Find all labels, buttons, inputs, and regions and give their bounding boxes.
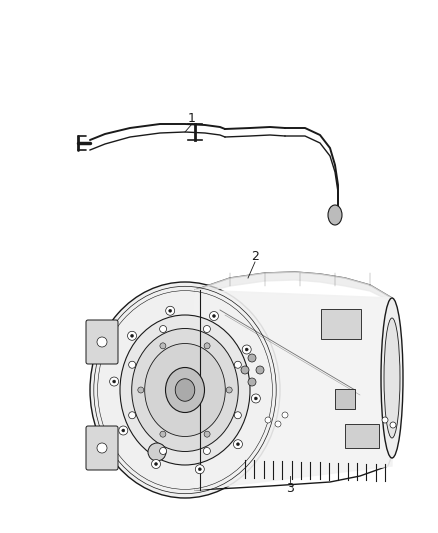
Circle shape xyxy=(204,343,210,349)
Circle shape xyxy=(122,429,125,432)
FancyBboxPatch shape xyxy=(86,320,118,364)
Ellipse shape xyxy=(145,343,225,437)
Circle shape xyxy=(256,366,264,374)
Circle shape xyxy=(166,306,175,316)
Circle shape xyxy=(248,354,256,362)
Polygon shape xyxy=(195,272,392,302)
Circle shape xyxy=(226,387,232,393)
Ellipse shape xyxy=(328,205,342,225)
Circle shape xyxy=(110,377,119,386)
Circle shape xyxy=(127,332,137,340)
Circle shape xyxy=(254,397,258,400)
Polygon shape xyxy=(195,290,392,490)
Circle shape xyxy=(209,311,219,320)
Circle shape xyxy=(119,426,128,435)
Ellipse shape xyxy=(381,298,403,458)
Circle shape xyxy=(160,343,166,349)
Circle shape xyxy=(138,387,144,393)
Ellipse shape xyxy=(166,367,205,413)
Circle shape xyxy=(241,366,249,374)
Text: 1: 1 xyxy=(188,111,196,125)
Ellipse shape xyxy=(384,318,400,438)
Circle shape xyxy=(195,465,204,474)
FancyBboxPatch shape xyxy=(345,424,379,448)
Circle shape xyxy=(131,334,134,337)
Circle shape xyxy=(233,440,243,449)
Text: 2: 2 xyxy=(251,251,259,263)
Circle shape xyxy=(129,361,136,368)
Circle shape xyxy=(160,431,166,437)
Circle shape xyxy=(242,345,251,354)
Circle shape xyxy=(245,348,248,351)
Circle shape xyxy=(155,463,158,465)
FancyBboxPatch shape xyxy=(86,426,118,470)
FancyBboxPatch shape xyxy=(335,389,355,409)
Circle shape xyxy=(203,326,210,333)
Ellipse shape xyxy=(132,328,238,451)
Circle shape xyxy=(234,361,241,368)
Circle shape xyxy=(152,459,160,469)
Circle shape xyxy=(129,412,136,419)
Circle shape xyxy=(169,309,172,312)
Circle shape xyxy=(390,422,396,428)
Circle shape xyxy=(282,412,288,418)
Circle shape xyxy=(275,421,281,427)
Circle shape xyxy=(198,468,201,471)
Circle shape xyxy=(148,443,166,461)
Circle shape xyxy=(159,448,166,455)
Circle shape xyxy=(212,314,215,318)
Text: 3: 3 xyxy=(286,481,294,495)
Circle shape xyxy=(382,417,388,423)
Circle shape xyxy=(113,380,116,383)
Circle shape xyxy=(234,412,241,419)
Circle shape xyxy=(251,394,260,403)
Circle shape xyxy=(97,337,107,347)
Circle shape xyxy=(203,448,210,455)
Circle shape xyxy=(204,431,210,437)
Circle shape xyxy=(237,443,240,446)
Ellipse shape xyxy=(120,315,250,465)
Circle shape xyxy=(97,443,107,453)
Circle shape xyxy=(248,378,256,386)
Circle shape xyxy=(159,326,166,333)
Ellipse shape xyxy=(175,379,195,401)
Ellipse shape xyxy=(90,282,280,498)
FancyBboxPatch shape xyxy=(321,309,361,339)
Circle shape xyxy=(265,417,271,423)
